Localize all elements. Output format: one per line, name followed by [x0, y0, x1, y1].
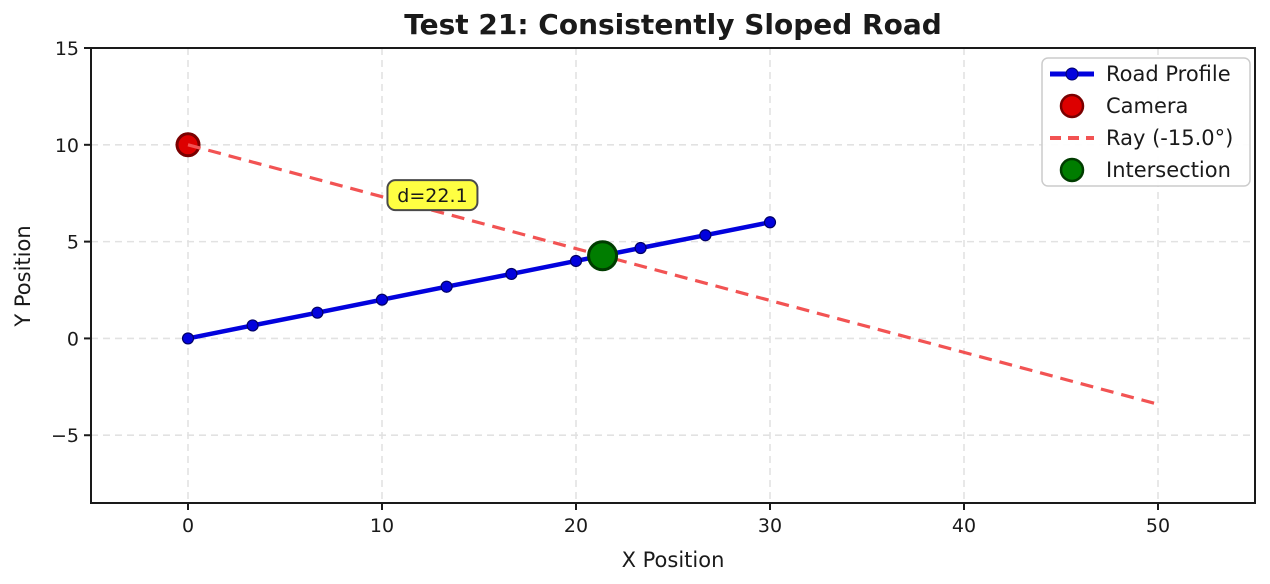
road-profile-marker [569, 254, 583, 268]
legend-item-label: Intersection [1106, 158, 1231, 182]
road-profile-marker [246, 319, 259, 332]
x-tick-label: 50 [1146, 515, 1170, 537]
road-profile-line [185, 220, 773, 341]
x-tick-label: 40 [952, 515, 976, 537]
legend-layer: Road Profile Camera Ray (-15.0°) Intersecti… [1041, 57, 1251, 187]
annotation-layer: d=22.1 [386, 179, 479, 212]
x-axis-label: X Position [622, 548, 725, 572]
legend-box [1041, 57, 1251, 187]
road-profile-marker [181, 332, 195, 345]
x-tick-label: 0 [182, 515, 194, 537]
road-profile-marker [505, 267, 518, 281]
legend-item: Intersection [1059, 157, 1231, 183]
y-tick-label: 0 [67, 328, 79, 350]
legend-circle-swatch [1059, 93, 1085, 119]
axes-layer: 0 10 20 30 40 50 −5 0 5 10 15 [51, 38, 1256, 537]
road-profile-marker [763, 216, 777, 229]
y-tick-label: −5 [51, 425, 79, 447]
legend-item-label: Road Profile [1106, 62, 1231, 86]
road-profile-marker [699, 229, 712, 242]
x-tick-label: 20 [564, 515, 588, 537]
series-layer [175, 132, 1159, 406]
y-tick-label: 5 [67, 232, 79, 254]
distance-annotation-box [386, 179, 479, 212]
road-profile-marker [440, 280, 453, 293]
x-tick-label: 30 [758, 515, 782, 537]
chart-title: Test 21: Consistently Sloped Road [404, 8, 942, 41]
road-profile-marker [634, 241, 647, 255]
road-profile-marker [311, 306, 324, 319]
axes-frame [90, 47, 1256, 504]
legend-item: Road Profile [1050, 62, 1231, 86]
intersection-marker [587, 240, 619, 272]
legend-line-marker-swatch [1065, 67, 1079, 81]
distance-annotation-text: d=22.1 [397, 185, 467, 207]
legend-circle-swatch [1059, 157, 1085, 183]
x-tick-label: 10 [370, 515, 394, 537]
legend-item-label: Ray (-15.0°) [1106, 126, 1233, 150]
y-axis-label: Y Position [11, 225, 35, 327]
legend-item: Camera [1059, 93, 1188, 119]
y-tick-label: 15 [55, 38, 79, 60]
legend-item-label: Camera [1106, 94, 1188, 118]
legend-item: Ray (-15.0°) [1050, 126, 1233, 150]
ray-line [187, 143, 1159, 406]
y-tick-label: 10 [55, 135, 79, 157]
road-profile-marker [375, 293, 389, 306]
